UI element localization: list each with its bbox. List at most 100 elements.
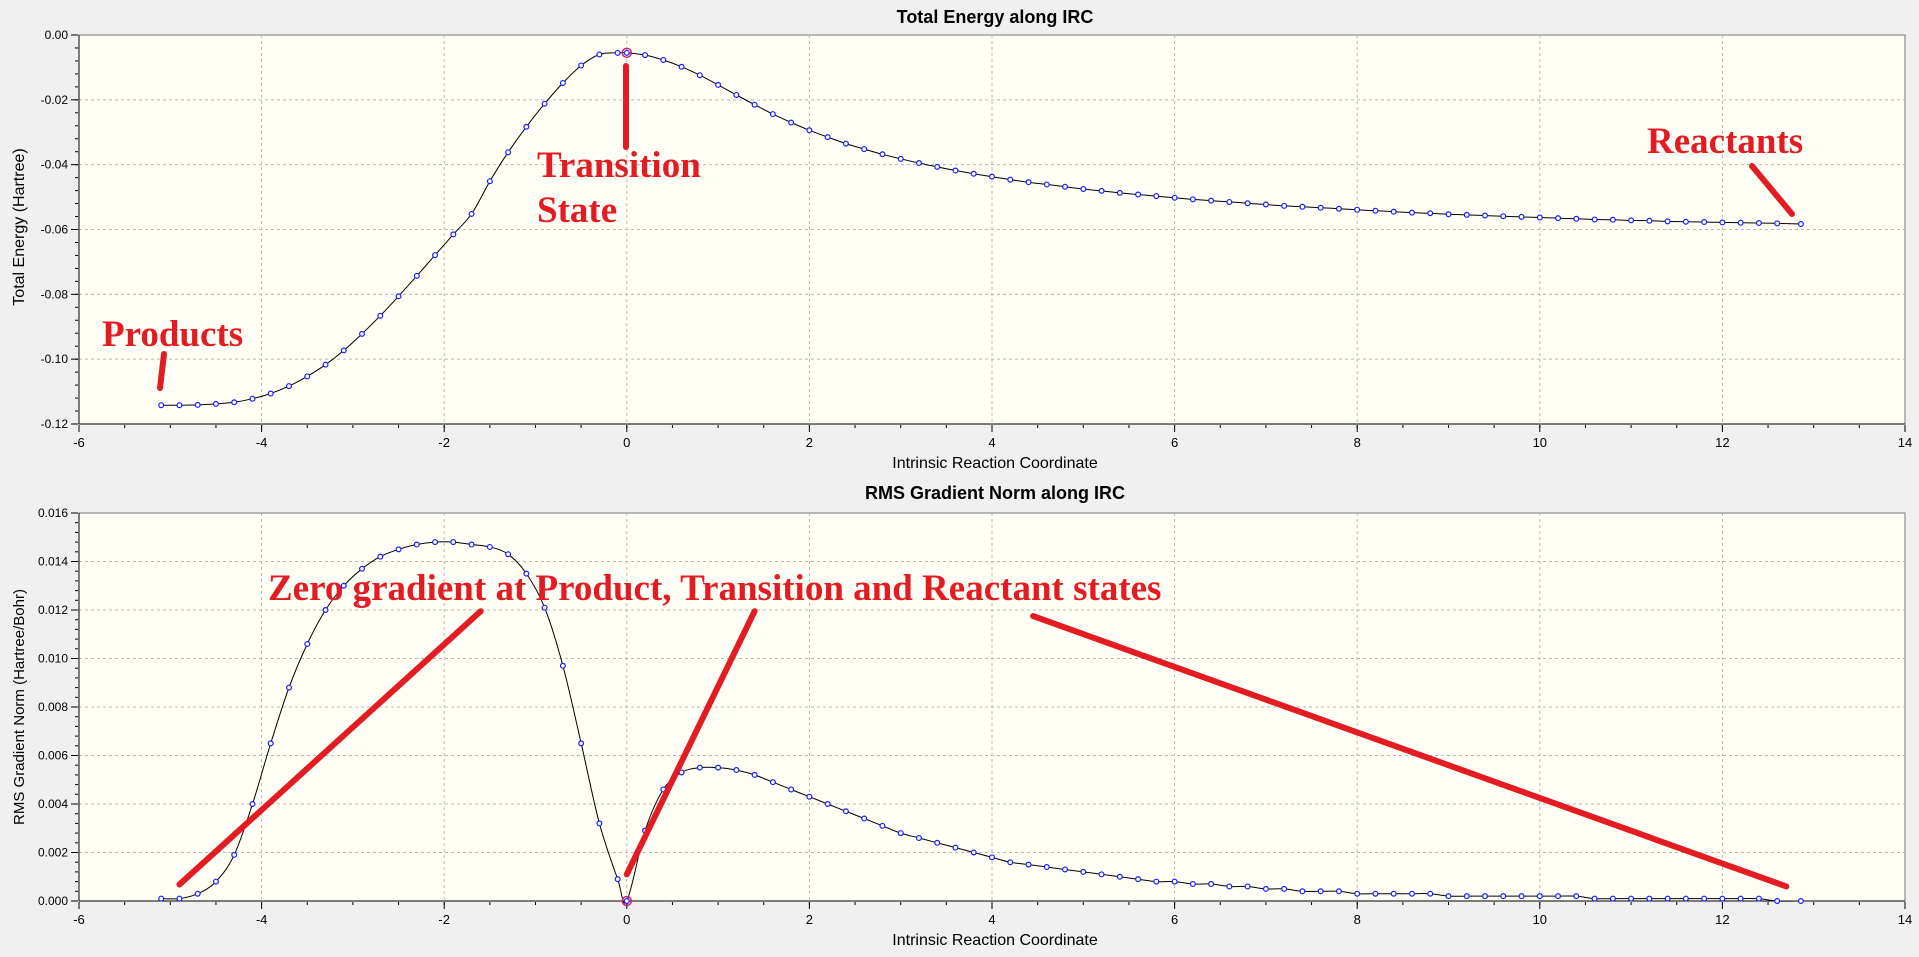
energy-chart: Total Energy along IRC -6 -4 -2 0 2 4 6 8 10 12 14…: [11, 7, 1912, 472]
data-point: [194, 890, 201, 897]
data-point: [1372, 890, 1379, 897]
data-point: [1664, 218, 1671, 225]
y-tick-label: -0.10: [41, 352, 69, 366]
pointer-line: [623, 608, 758, 878]
data-point: [934, 163, 941, 170]
data-point: [1701, 895, 1708, 902]
data-point: [1025, 861, 1032, 868]
data-point: [1573, 215, 1580, 222]
data-point: [696, 764, 703, 771]
x-tick-label: 10: [1533, 435, 1547, 450]
data-point: [1427, 210, 1434, 217]
data-point: [1007, 176, 1014, 183]
data-point: [523, 570, 530, 577]
data-point: [212, 878, 219, 885]
data-point: [413, 272, 420, 279]
gradient-x-tick-labels: -6 -4 -2 0 2 4 6 8 10 12 14: [73, 912, 1912, 927]
x-tick-label: 14: [1898, 435, 1912, 450]
data-point: [1536, 214, 1543, 221]
data-point: [842, 808, 849, 815]
y-tick-label: -0.08: [41, 287, 69, 301]
data-point: [1390, 890, 1397, 897]
pointer-products: [157, 351, 167, 391]
data-point: [1281, 202, 1288, 209]
data-point: [1573, 893, 1580, 900]
y-tick-label: -0.04: [41, 158, 69, 172]
annotation-transition-state-line1: Transition: [537, 145, 701, 186]
data-point: [486, 178, 493, 185]
energy-x-tick-labels: -6 -4 -2 0 2 4 6 8 10 12 14: [73, 435, 1912, 450]
data-point: [715, 764, 722, 771]
pointer-line: [1030, 613, 1790, 890]
x-tick-label: -6: [73, 435, 85, 450]
data-point: [1189, 881, 1196, 888]
data-point: [623, 897, 630, 904]
data-point: [614, 876, 621, 883]
data-point: [596, 51, 603, 58]
data-point: [267, 390, 274, 397]
data-point: [1262, 885, 1269, 892]
annotation-reactants: Reactants: [1647, 121, 1803, 162]
data-point: [751, 101, 758, 108]
data-point: [1755, 220, 1762, 227]
data-point: [1354, 206, 1361, 213]
data-point: [231, 399, 238, 406]
data-point: [1774, 897, 1781, 904]
data-point: [660, 56, 667, 63]
data-point: [285, 383, 292, 390]
data-point: [1244, 883, 1251, 890]
data-point: [769, 111, 776, 118]
data-point: [1482, 212, 1489, 219]
data-point: [879, 822, 886, 829]
data-point: [285, 684, 292, 691]
y-tick-label: 0.000: [38, 894, 68, 908]
data-point: [1208, 197, 1215, 204]
data-point: [1335, 205, 1342, 212]
data-point: [988, 854, 995, 861]
annotation-transition-state-line2: State: [537, 190, 617, 231]
data-point: [1317, 204, 1324, 211]
energy-gridlines: [79, 35, 1905, 424]
data-point: [578, 62, 585, 69]
data-point: [212, 400, 219, 407]
data-point: [267, 740, 274, 747]
x-tick-label: -2: [438, 912, 450, 927]
gradient-data-points: [158, 539, 1804, 907]
data-point: [1408, 890, 1415, 897]
data-point: [824, 134, 831, 141]
data-point: [988, 173, 995, 180]
y-tick-label: -0.06: [41, 223, 69, 237]
data-point: [1062, 183, 1069, 190]
data-point: [915, 834, 922, 841]
data-point: [1153, 878, 1160, 885]
y-tick-label: -0.12: [41, 417, 69, 431]
data-point: [934, 839, 941, 846]
data-point: [450, 539, 457, 546]
data-point: [1463, 211, 1470, 218]
data-point: [861, 146, 868, 153]
data-point: [1262, 201, 1269, 208]
data-point: [915, 160, 922, 167]
x-tick-label: 12: [1715, 912, 1729, 927]
highlighted-point: [621, 895, 633, 907]
x-tick-label: 6: [1171, 912, 1178, 927]
data-point: [1628, 217, 1635, 224]
data-point: [596, 820, 603, 827]
data-point: [377, 312, 384, 319]
data-point: [468, 541, 475, 548]
data-point: [1682, 218, 1689, 225]
y-tick-label: 0.016: [38, 506, 68, 520]
data-point: [897, 155, 904, 162]
x-tick-label: -2: [438, 435, 450, 450]
data-point: [1536, 893, 1543, 900]
data-point: [176, 895, 183, 902]
data-point: [158, 402, 165, 409]
data-point: [1500, 893, 1507, 900]
highlighted-point: [621, 47, 633, 59]
energy-y-tick-labels: 0.00 -0.02 -0.04 -0.06 -0.08 -0.10 -0.12: [41, 28, 69, 431]
data-point: [1591, 895, 1598, 902]
data-point: [1189, 196, 1196, 203]
data-point: [696, 72, 703, 79]
data-point: [1646, 217, 1653, 224]
x-tick-label: -4: [256, 435, 268, 450]
